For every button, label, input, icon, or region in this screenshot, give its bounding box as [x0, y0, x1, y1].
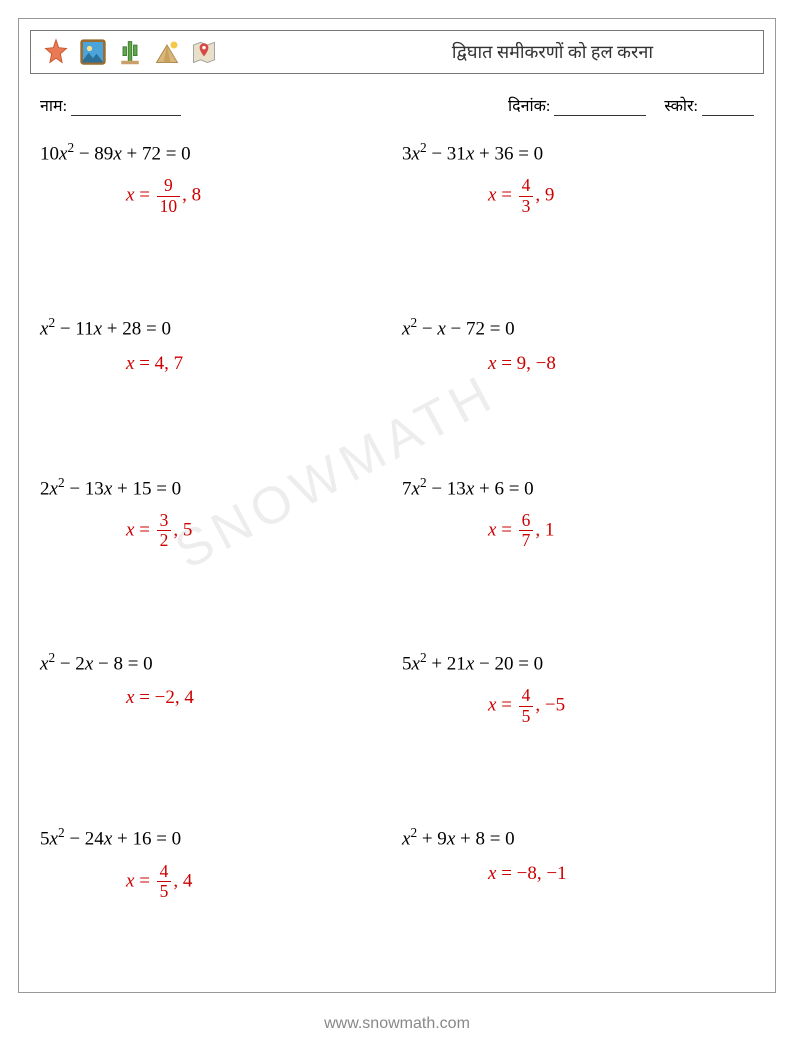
answer: x = 32, 5 — [40, 512, 392, 550]
date-blank[interactable] — [554, 115, 646, 116]
problem-5: 2x2 − 13x + 15 = 0 x = 32, 5 — [40, 475, 392, 550]
worksheet-title: द्विघात समीकरणों को हल करना — [452, 40, 753, 64]
answer: x = 4, 7 — [40, 353, 392, 375]
problems-grid: 10x2 − 89x + 72 = 0 x = 910, 8 3x2 − 31x +… — [40, 140, 754, 901]
answer: x = 45, −5 — [402, 687, 754, 725]
pyramid-sun-icon — [152, 37, 182, 67]
score-blank[interactable] — [702, 115, 754, 116]
worksheet-header: द्विघात समीकरणों को हल करना — [30, 30, 764, 74]
equation: 5x2 − 24x + 16 = 0 — [40, 825, 392, 850]
problem-7: x2 − 2x − 8 = 0 x = −2, 4 — [40, 650, 392, 725]
answer: x = 67, 1 — [402, 512, 754, 550]
equation: 5x2 + 21x − 20 = 0 — [402, 650, 754, 675]
problem-8: 5x2 + 21x − 20 = 0 x = 45, −5 — [402, 650, 754, 725]
date-label: दिनांक: — [508, 98, 550, 115]
answer: x = 910, 8 — [40, 177, 392, 215]
answer: x = 9, −8 — [402, 353, 754, 375]
equation: 3x2 − 31x + 36 = 0 — [402, 140, 754, 165]
problem-3: x2 − 11x + 28 = 0 x = 4, 7 — [40, 315, 392, 374]
problem-9: 5x2 − 24x + 16 = 0 x = 45, 4 — [40, 825, 392, 900]
name-field: नाम: — [40, 94, 181, 116]
answer: x = −8, −1 — [402, 863, 754, 885]
answer: x = 43, 9 — [402, 177, 754, 215]
equation: 7x2 − 13x + 6 = 0 — [402, 475, 754, 500]
problem-6: 7x2 − 13x + 6 = 0 x = 67, 1 — [402, 475, 754, 550]
score-field: स्कोर: — [664, 94, 754, 116]
problem-4: x2 − x − 72 = 0 x = 9, −8 — [402, 315, 754, 374]
problem-1: 10x2 − 89x + 72 = 0 x = 910, 8 — [40, 140, 392, 215]
problem-10: x2 + 9x + 8 = 0 x = −8, −1 — [402, 825, 754, 900]
equation: x2 + 9x + 8 = 0 — [402, 825, 754, 850]
equation: 10x2 − 89x + 72 = 0 — [40, 140, 392, 165]
framed-picture-icon — [78, 37, 108, 67]
problem-2: 3x2 − 31x + 36 = 0 x = 43, 9 — [402, 140, 754, 215]
name-label: नाम: — [40, 98, 67, 115]
answer: x = −2, 4 — [40, 687, 392, 709]
map-pin-icon — [189, 37, 219, 67]
cactus-icon — [115, 37, 145, 67]
equation: x2 − x − 72 = 0 — [402, 315, 754, 340]
score-label: स्कोर: — [664, 98, 698, 115]
meta-row: नाम: दिनांक: स्कोर: — [40, 94, 754, 116]
name-blank[interactable] — [71, 115, 181, 116]
header-icons — [41, 37, 219, 67]
equation: 2x2 − 13x + 15 = 0 — [40, 475, 392, 500]
answer: x = 45, 4 — [40, 863, 392, 901]
date-field: दिनांक: — [508, 94, 646, 116]
equation: x2 − 2x − 8 = 0 — [40, 650, 392, 675]
equation: x2 − 11x + 28 = 0 — [40, 315, 392, 340]
starfish-icon — [41, 37, 71, 67]
footer-url: www.snowmath.com — [0, 1015, 794, 1033]
